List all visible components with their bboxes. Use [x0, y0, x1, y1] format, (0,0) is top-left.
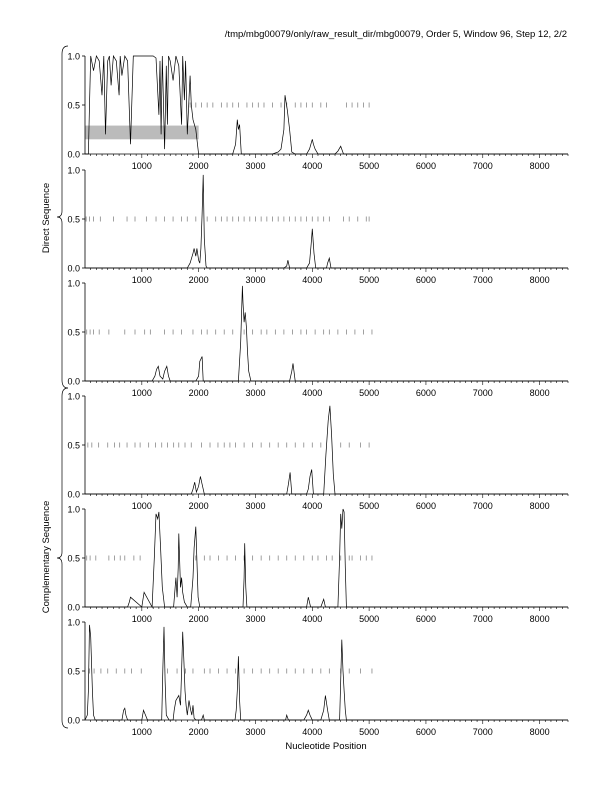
x-tick-label: 2000 [189, 727, 209, 737]
y-tick-label: 0.0 [67, 377, 80, 387]
x-tick-label: 8000 [530, 501, 550, 511]
y-tick-label: 1.0 [67, 279, 80, 289]
y-tick-label: 1.0 [67, 618, 80, 628]
x-tick-label: 6000 [416, 727, 436, 737]
x-tick-label: 1000 [132, 501, 152, 511]
x-tick-label: 5000 [359, 275, 379, 285]
y-tick-label: 1.0 [67, 392, 80, 402]
x-tick-label: 6000 [416, 161, 436, 171]
bracket-complementary [56, 387, 69, 729]
bracket-direct [56, 45, 69, 389]
x-tick-label: 6000 [416, 275, 436, 285]
x-tick-label: 4000 [302, 388, 322, 398]
x-tick-label: 7000 [473, 161, 493, 171]
y-tick-label: 0.5 [67, 101, 80, 111]
x-tick-label: 1000 [132, 388, 152, 398]
x-axis-label: Nucleotide Position [285, 741, 366, 752]
y-tick-label: 1.0 [67, 505, 80, 515]
series-line [85, 508, 568, 609]
y-tick-label: 0.5 [67, 667, 80, 677]
series-line [85, 405, 568, 495]
y-tick-label: 1.0 [67, 166, 80, 176]
x-tick-label: 2000 [189, 275, 209, 285]
x-tick-label: 7000 [473, 388, 493, 398]
series-line [84, 624, 568, 721]
x-tick-label: 7000 [473, 275, 493, 285]
chart-panel-2: 0.0 0.5 1.0 1000 2000 3000 4000 5000 6000 7000 800… [67, 166, 569, 285]
y-tick-label: 0.5 [67, 441, 80, 451]
figure-title: /tmp/mbg00079/only/raw_result_dir/mbg000… [225, 29, 567, 40]
y-tick-label: 0.0 [67, 264, 80, 274]
x-tick-label: 2000 [189, 388, 209, 398]
x-tick-label: 4000 [302, 161, 322, 171]
y-tick-label: 0.0 [67, 490, 80, 500]
group-label-complementary: Complementary Sequence [41, 501, 52, 613]
series-line [85, 54, 568, 155]
y-tick-label: 0.5 [67, 328, 80, 338]
series-line [85, 174, 568, 269]
x-tick-label: 2000 [189, 614, 209, 624]
group-label-direct: Direct Sequence [41, 183, 52, 253]
y-tick-label: 1.0 [67, 52, 80, 62]
x-tick-label: 1000 [132, 161, 152, 171]
chart-panel-4: 0.0 0.5 1.0 1000 2000 3000 4000 5000 6000 7000 800… [67, 392, 569, 511]
x-tick-label: 2000 [189, 501, 209, 511]
chart-panel-3: 0.0 0.5 1.0 1000 2000 3000 4000 5000 6000 7000 800… [67, 279, 569, 398]
x-tick-label: 7000 [473, 614, 493, 624]
chart-panel-5: 0.0 0.5 1.0 1000 2000 3000 4000 5000 6000 7000 800… [67, 505, 569, 624]
group-brackets [56, 45, 69, 729]
x-tick-label: 3000 [245, 275, 265, 285]
x-tick-label: 1000 [132, 614, 152, 624]
x-tick-label: 3000 [245, 161, 265, 171]
x-tick-label: 6000 [416, 388, 436, 398]
x-tick-label: 8000 [530, 275, 550, 285]
x-tick-label: 7000 [473, 727, 493, 737]
x-tick-label: 4000 [302, 501, 322, 511]
y-tick-label: 0.0 [67, 716, 80, 726]
x-tick-label: 5000 [359, 388, 379, 398]
y-tick-label: 0.0 [67, 150, 80, 160]
x-tick-label: 3000 [245, 501, 265, 511]
chart-panel-6: 0.0 0.5 1.0 1000 2000 3000 4000 5000 6000 7000 800… [67, 618, 569, 737]
x-tick-label: 1000 [132, 727, 152, 737]
x-tick-label: 8000 [530, 388, 550, 398]
y-tick-label: 0.0 [67, 603, 80, 613]
x-tick-label: 3000 [245, 388, 265, 398]
x-tick-label: 1000 [132, 275, 152, 285]
panels: 0.0 0.5 1.0 1000 2000 3000 4000 5000 6000 7000 800… [67, 52, 569, 737]
highlight-band [85, 125, 199, 140]
x-tick-label: 3000 [245, 614, 265, 624]
x-tick-label: 4000 [302, 614, 322, 624]
x-tick-label: 5000 [359, 727, 379, 737]
chart-panel-1: 0.0 0.5 1.0 1000 2000 3000 4000 5000 6000 7000 800… [67, 52, 569, 171]
series-line [85, 285, 568, 382]
y-tick-label: 0.5 [67, 215, 80, 225]
x-tick-label: 4000 [302, 275, 322, 285]
x-tick-label: 8000 [530, 727, 550, 737]
x-tick-label: 7000 [473, 501, 493, 511]
x-tick-label: 2000 [189, 161, 209, 171]
x-tick-label: 4000 [302, 727, 322, 737]
x-tick-label: 3000 [245, 727, 265, 737]
x-tick-label: 5000 [359, 614, 379, 624]
x-tick-label: 5000 [359, 161, 379, 171]
x-tick-label: 6000 [416, 501, 436, 511]
x-tick-label: 5000 [359, 501, 379, 511]
x-tick-label: 8000 [530, 614, 550, 624]
x-tick-label: 8000 [530, 161, 550, 171]
y-tick-label: 0.5 [67, 554, 80, 564]
x-tick-label: 6000 [416, 614, 436, 624]
